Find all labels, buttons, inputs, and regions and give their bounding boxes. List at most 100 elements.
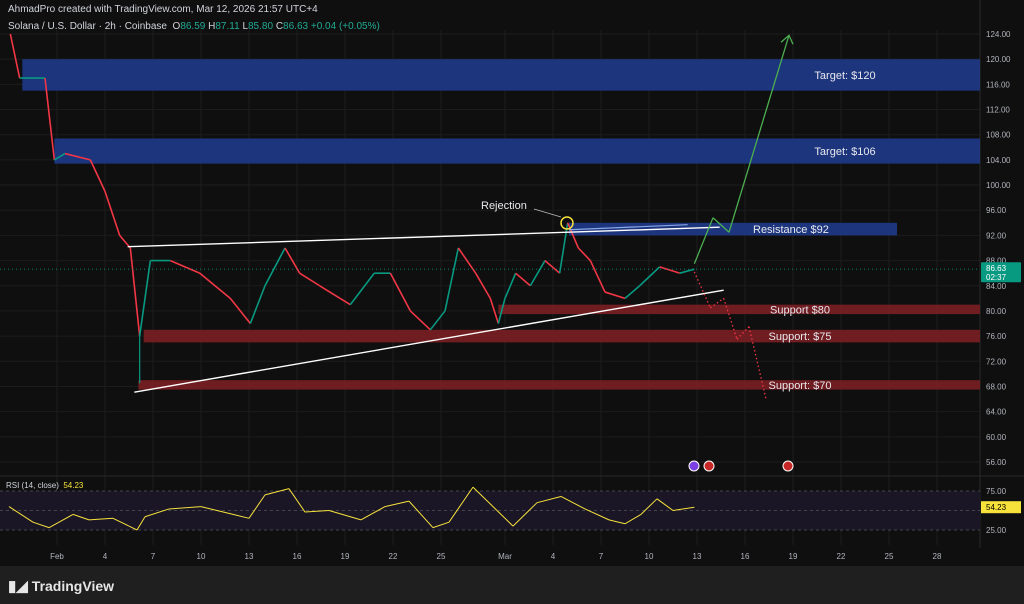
- price-segment: [249, 285, 266, 324]
- bar-countdown: 02:37: [986, 273, 1007, 282]
- price-segment: [53, 152, 66, 161]
- tradingview-logo[interactable]: ▮◢ TradingView: [8, 577, 114, 595]
- zone-label: Support $80: [770, 304, 830, 316]
- price-tick-label: 104.00: [986, 156, 1011, 165]
- bullish-projection-segment[interactable]: [728, 35, 790, 233]
- price-segment: [474, 272, 492, 299]
- time-tick-label: 28: [933, 552, 942, 561]
- zone-target: [22, 59, 981, 91]
- bearish-projection-segment[interactable]: [748, 326, 767, 401]
- price-segment: [544, 259, 561, 274]
- bullish-projection-segment[interactable]: [693, 217, 714, 264]
- symbol-name[interactable]: Solana / U.S. Dollar · 2h · Coinbase: [8, 21, 167, 32]
- price-segment: [566, 222, 580, 249]
- tradingview-logo-icon: ▮◢: [8, 578, 28, 595]
- rsi-segment: [72, 513, 90, 521]
- price-segment: [170, 259, 200, 274]
- rsi-segment: [248, 494, 266, 519]
- time-tick-label: 16: [741, 552, 750, 561]
- price-tick-label: 76.00: [986, 332, 1007, 341]
- price-tick-label: 60.00: [986, 433, 1007, 442]
- time-tick-label: 25: [885, 552, 894, 561]
- time-tick-label: 22: [837, 552, 846, 561]
- zone-label: Target: $120: [814, 70, 875, 82]
- zone-label: Resistance $92: [753, 224, 829, 236]
- price-segment: [264, 247, 286, 287]
- price-segment: [229, 297, 251, 325]
- price-segment: [129, 247, 141, 337]
- rsi-segment: [48, 513, 74, 529]
- bearish-projection-segment[interactable]: [709, 297, 725, 309]
- zone-support: [138, 380, 981, 390]
- price-segment: [199, 272, 231, 299]
- rsi-value: 54.23: [63, 481, 84, 490]
- rsi-segment: [408, 500, 434, 528]
- price-segment: [319, 285, 351, 306]
- price-tick-label: 68.00: [986, 382, 1007, 391]
- zone-label: Support: $75: [769, 331, 832, 343]
- bearish-projection-segment[interactable]: [736, 326, 750, 340]
- price-tick-label: 72.00: [986, 357, 1007, 366]
- time-tick-label: Mar: [498, 552, 512, 561]
- rsi-band: [0, 491, 980, 530]
- zone-support: [498, 304, 980, 315]
- us-flag-event-icon[interactable]: [782, 460, 794, 472]
- rsi-segment: [512, 502, 538, 527]
- rejection-label: Rejection: [481, 200, 527, 212]
- rsi-segment: [8, 506, 34, 523]
- rsi-value-badge: [981, 501, 1021, 514]
- rsi-tick-label: 75.00: [986, 487, 1007, 496]
- price-tick-label: 80.00: [986, 307, 1007, 316]
- price-segment: [104, 191, 121, 236]
- price-segment: [44, 77, 56, 160]
- rsi-segment: [304, 510, 330, 513]
- rsi-segment: [144, 508, 170, 518]
- lower-trendline[interactable]: [134, 289, 724, 393]
- rsi-segment: [168, 506, 202, 510]
- rsi-segment: [496, 510, 514, 527]
- lightning-event-icon[interactable]: [688, 460, 700, 472]
- us-flag-event-icon[interactable]: [703, 460, 715, 472]
- upper-trendline[interactable]: [127, 226, 720, 248]
- rsi-segment: [32, 521, 50, 529]
- bearish-projection-segment[interactable]: [693, 271, 711, 309]
- price-segment: [299, 272, 321, 287]
- rsi-badge-value: 54.23: [986, 503, 1007, 512]
- bullish-projection-segment[interactable]: [712, 217, 730, 233]
- rsi-segment: [328, 510, 362, 521]
- price-tick-label: 56.00: [986, 458, 1007, 467]
- price-tick-label: 84.00: [986, 282, 1007, 291]
- time-tick-label: 4: [103, 552, 108, 561]
- low-label: L: [242, 21, 248, 32]
- price-segment: [138, 260, 152, 337]
- price-segment: [577, 247, 591, 262]
- rsi-segment: [640, 498, 658, 515]
- low-value: 85.80: [248, 21, 274, 32]
- open-value: 86.59: [180, 21, 206, 32]
- time-tick-label: Feb: [50, 552, 64, 561]
- rsi-segment: [232, 513, 250, 519]
- close-label: C: [275, 21, 284, 32]
- resistance-line[interactable]: [568, 224, 688, 231]
- tradingview-brand: TradingView: [31, 578, 115, 594]
- rsi-label[interactable]: RSI (14, close): [6, 481, 59, 490]
- time-tick-label: 4: [551, 552, 556, 561]
- price-segment: [529, 260, 546, 287]
- price-tick-label: 108.00: [986, 131, 1011, 140]
- last-price-badge: [981, 262, 1021, 283]
- price-tick-label: 100.00: [986, 181, 1011, 190]
- price-tick-label: 64.00: [986, 408, 1007, 417]
- price-segment: [558, 222, 569, 274]
- rsi-legend: RSI (14, close) 54.23: [6, 481, 83, 490]
- zone-support: [143, 329, 980, 343]
- rsi-segment: [360, 506, 386, 521]
- time-tick-label: 22: [389, 552, 398, 561]
- price-tick-label: 116.00: [986, 80, 1010, 89]
- time-tick-label: 25: [437, 552, 446, 561]
- price-chart[interactable]: Target: $120 Target: $106 Resistance $92 Su…: [0, 0, 1024, 566]
- rsi-segment: [136, 516, 146, 531]
- change-value: +0.04 (+0.05%): [310, 21, 380, 32]
- rejection-arrow[interactable]: [533, 208, 562, 218]
- price-segment: [64, 152, 91, 161]
- price-segment: [119, 234, 131, 249]
